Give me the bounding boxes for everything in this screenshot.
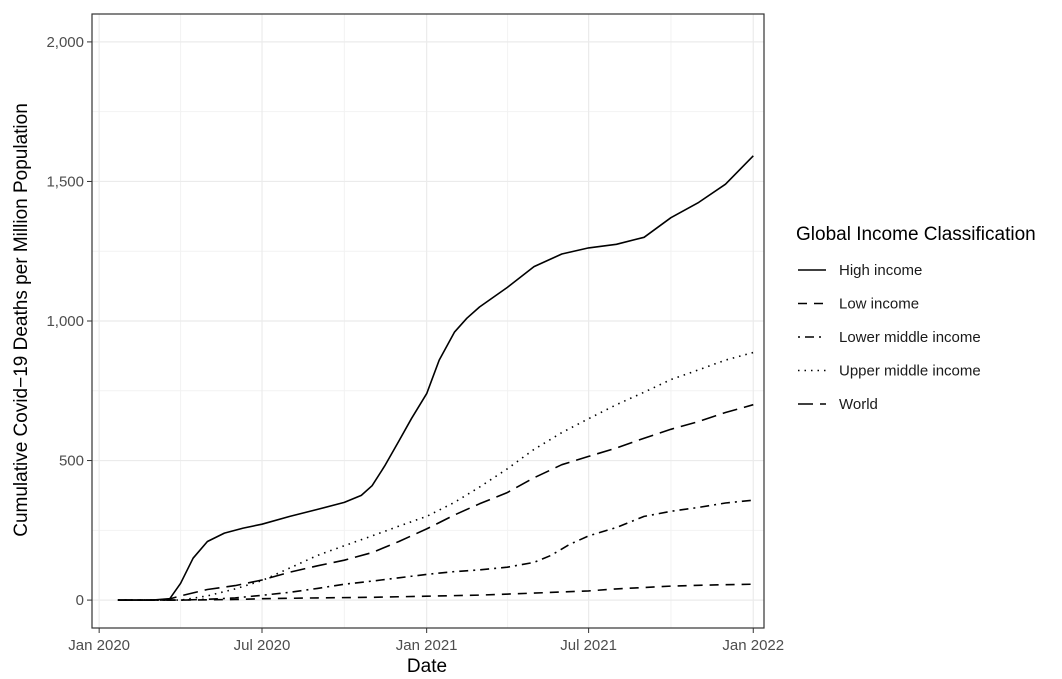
axis-layer: 0 500 1,000 1,500 2,000 Jan 2020 Jul 2020 Jan 2… <box>46 34 784 654</box>
x-tick-label: Jul 2021 <box>560 637 617 654</box>
series-line-high-income <box>117 155 754 601</box>
y-tick-label: 0 <box>76 592 84 609</box>
legend-items: High income Low income Lower middle income… <box>798 262 981 413</box>
x-tick-label: Jan 2020 <box>68 637 130 654</box>
y-tick-label: 2,000 <box>46 34 84 51</box>
legend-label-low-income: Low income <box>839 296 919 313</box>
x-tick-label: Jan 2022 <box>722 637 784 654</box>
legend-label-high-income: High income <box>839 262 922 279</box>
y-tick-label: 1,000 <box>46 313 84 330</box>
legend-label-world: World <box>839 396 878 413</box>
series-line-upper-middle-income <box>117 351 754 601</box>
series-line-world <box>117 403 754 601</box>
y-axis-title: Cumulative Covid−19 Deaths per Million P… <box>11 103 32 537</box>
legend-title: Global Income Classification <box>796 224 1036 245</box>
legend: Global Income Classification High income… <box>796 224 1036 413</box>
y-tick-label: 500 <box>59 453 84 470</box>
legend-label-lower-middle-income: Lower middle income <box>839 329 981 346</box>
x-tick-label: Jan 2021 <box>396 637 458 654</box>
x-tick-label: Jul 2020 <box>234 637 291 654</box>
legend-label-upper-middle-income: Upper middle income <box>839 363 981 380</box>
x-axis-title: Date <box>407 656 447 674</box>
series-line-lower-middle-income <box>117 499 754 601</box>
y-tick-label: 1,500 <box>46 173 84 190</box>
series-layer <box>117 155 754 601</box>
grid-layer <box>92 14 764 628</box>
series-line-low-income <box>117 583 754 601</box>
